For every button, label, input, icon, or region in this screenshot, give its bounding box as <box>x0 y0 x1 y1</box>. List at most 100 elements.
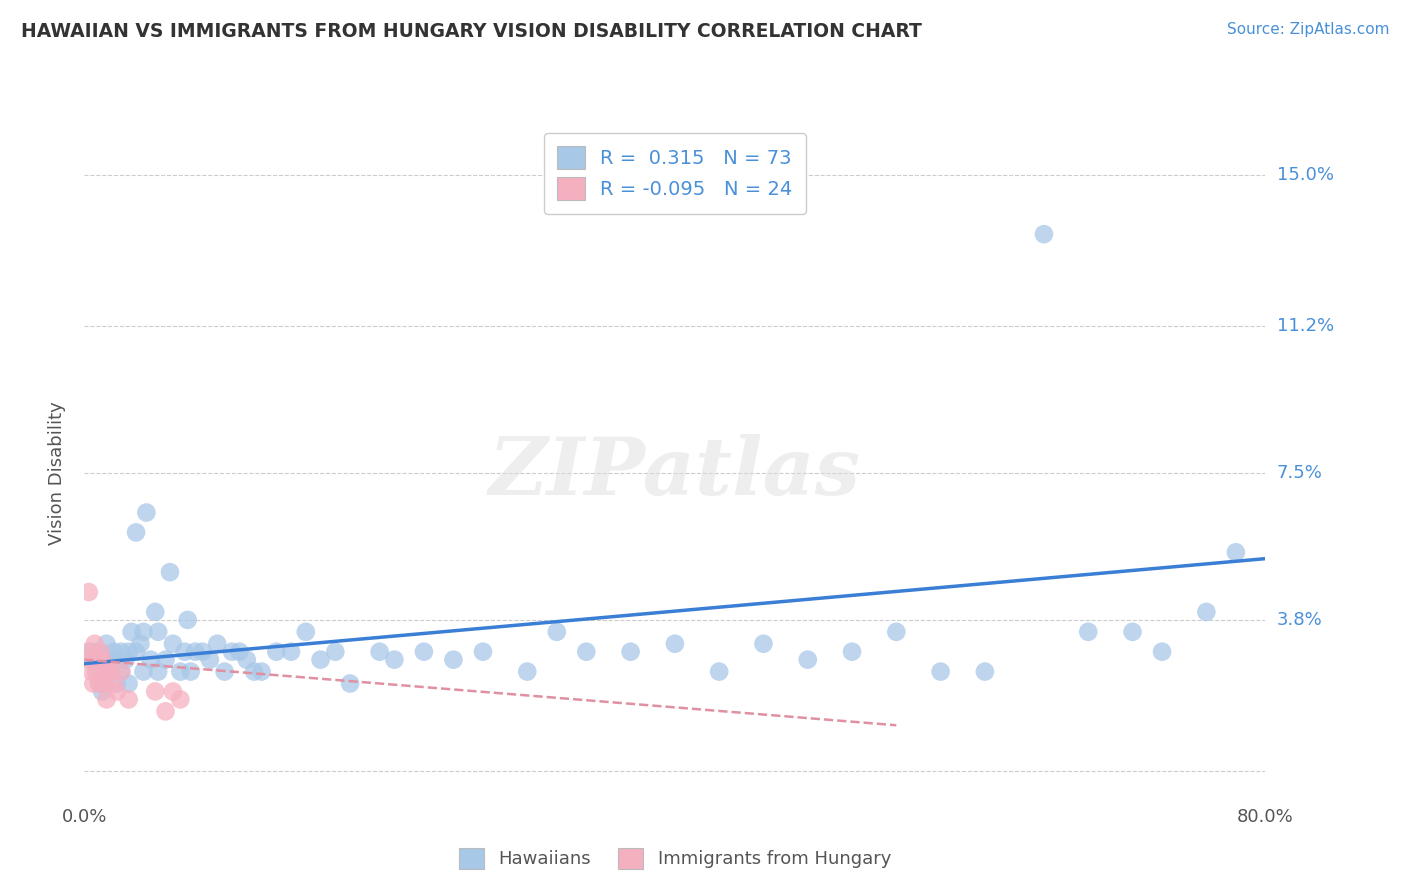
Point <box>228 645 250 659</box>
Text: HAWAIIAN VS IMMIGRANTS FROM HUNGARY VISION DISABILITY CORRELATION CHART: HAWAIIAN VS IMMIGRANTS FROM HUNGARY VISI… <box>21 22 922 41</box>
Point <box>177 613 200 627</box>
Point <box>132 624 155 639</box>
Point <box>619 645 641 659</box>
Point <box>121 624 143 639</box>
Point <box>105 676 128 690</box>
Point <box>169 692 191 706</box>
Point <box>76 645 98 659</box>
Point <box>110 665 132 679</box>
Point <box>84 665 107 679</box>
Point <box>103 676 125 690</box>
Point <box>143 605 166 619</box>
Point <box>91 653 114 667</box>
Point <box>162 637 184 651</box>
Point <box>77 585 100 599</box>
Point <box>96 653 118 667</box>
Point <box>125 645 148 659</box>
Point <box>86 653 108 667</box>
Point <box>103 645 125 659</box>
Point <box>841 645 863 659</box>
Point <box>87 645 111 659</box>
Point <box>105 684 128 698</box>
Point <box>243 665 266 679</box>
Point <box>132 665 155 679</box>
Text: 7.5%: 7.5% <box>1277 464 1323 482</box>
Point <box>575 645 598 659</box>
Point <box>159 565 181 579</box>
Point <box>280 645 302 659</box>
Text: 11.2%: 11.2% <box>1277 317 1334 334</box>
Point <box>413 645 436 659</box>
Point <box>90 645 112 659</box>
Point <box>169 665 191 679</box>
Text: Source: ZipAtlas.com: Source: ZipAtlas.com <box>1226 22 1389 37</box>
Point <box>97 665 120 679</box>
Point <box>180 665 202 679</box>
Point <box>339 676 361 690</box>
Legend: Hawaiians, Immigrants from Hungary: Hawaiians, Immigrants from Hungary <box>447 837 903 880</box>
Point <box>100 665 122 679</box>
Point <box>323 645 347 659</box>
Point <box>125 525 148 540</box>
Point <box>82 676 104 690</box>
Point <box>94 665 117 679</box>
Point <box>148 624 170 639</box>
Point <box>441 653 464 667</box>
Point <box>96 637 118 651</box>
Point <box>96 692 118 706</box>
Text: 3.8%: 3.8% <box>1277 611 1322 629</box>
Point <box>118 676 141 690</box>
Point <box>139 653 162 667</box>
Point <box>205 637 228 651</box>
Point <box>214 665 236 679</box>
Point <box>198 653 221 667</box>
Point <box>929 665 952 679</box>
Point <box>118 645 141 659</box>
Point <box>162 684 184 698</box>
Point <box>91 684 114 698</box>
Point <box>118 692 141 706</box>
Point <box>516 665 538 679</box>
Point <box>191 645 214 659</box>
Point <box>752 637 775 651</box>
Point <box>235 653 259 667</box>
Text: 15.0%: 15.0% <box>1277 166 1333 184</box>
Point <box>143 684 166 698</box>
Point <box>250 665 273 679</box>
Point <box>1122 624 1144 639</box>
Point <box>1225 545 1247 559</box>
Point <box>110 645 132 659</box>
Point <box>368 645 391 659</box>
Point <box>664 637 686 651</box>
Point <box>382 653 406 667</box>
Point <box>1077 624 1099 639</box>
Point <box>295 624 318 639</box>
Point <box>80 665 103 679</box>
Point <box>472 645 495 659</box>
Point <box>114 653 136 667</box>
Point <box>155 704 177 718</box>
Point <box>309 653 332 667</box>
Text: ZIPatlas: ZIPatlas <box>489 434 860 511</box>
Point <box>105 653 128 667</box>
Point <box>221 645 243 659</box>
Point <box>110 665 132 679</box>
Point <box>796 653 818 667</box>
Point <box>80 645 103 659</box>
Point <box>148 665 170 679</box>
Point <box>135 506 157 520</box>
Point <box>83 637 105 651</box>
Point <box>709 665 731 679</box>
Point <box>973 665 995 679</box>
Y-axis label: Vision Disability: Vision Disability <box>48 401 66 545</box>
Point <box>264 645 288 659</box>
Point <box>1032 227 1054 242</box>
Point <box>87 676 111 690</box>
Point <box>886 624 908 639</box>
Point <box>100 665 122 679</box>
Point <box>546 624 568 639</box>
Point <box>1195 605 1218 619</box>
Point <box>87 676 111 690</box>
Point <box>79 653 101 667</box>
Point <box>129 637 152 651</box>
